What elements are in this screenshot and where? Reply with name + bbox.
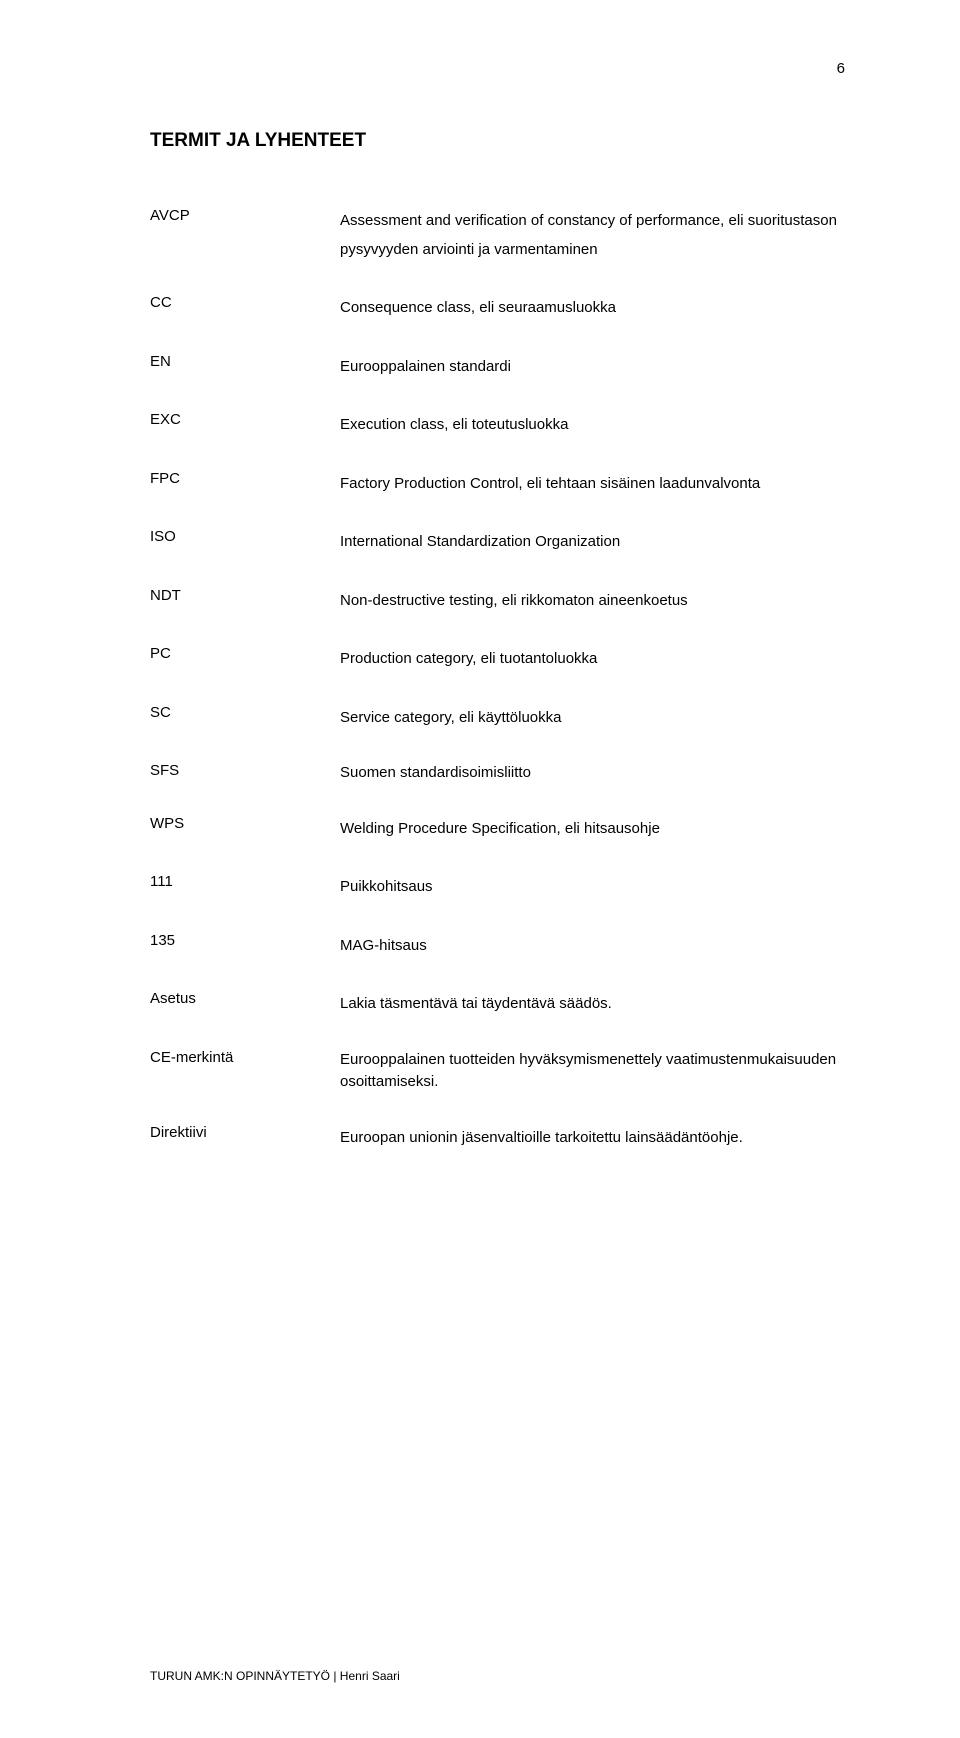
term-abbreviation: CC [150, 294, 340, 353]
term-abbreviation: EXC [150, 411, 340, 470]
term-definition: Production category, eli tuotantoluokka [340, 645, 840, 704]
term-row: EXCExecution class, eli toteutusluokka [150, 411, 840, 470]
term-definition: Eurooppalainen standardi [340, 353, 840, 412]
term-abbreviation: CE-merkintä [150, 1049, 340, 1124]
term-row: PCProduction category, eli tuotantoluokk… [150, 645, 840, 704]
term-row: CCConsequence class, eli seuraamusluokka [150, 294, 840, 353]
term-abbreviation: SC [150, 704, 340, 763]
term-definition: International Standardization Organizati… [340, 528, 840, 587]
term-abbreviation: AVCP [150, 207, 340, 294]
term-abbreviation: Asetus [150, 990, 340, 1049]
term-definition: Puikkohitsaus [340, 873, 840, 932]
term-row: CE-merkintäEurooppalainen tuotteiden hyv… [150, 1049, 840, 1124]
term-definition: Service category, eli käyttöluokka [340, 704, 840, 763]
term-abbreviation: Direktiivi [150, 1124, 340, 1183]
term-row: WPSWelding Procedure Specification, eli … [150, 815, 840, 874]
term-definition: Welding Procedure Specification, eli hit… [340, 815, 840, 874]
term-abbreviation: WPS [150, 815, 340, 874]
term-row: SCService category, eli käyttöluokka [150, 704, 840, 763]
term-row: AsetusLakia täsmentävä tai täydentävä sä… [150, 990, 840, 1049]
term-row: 111Puikkohitsaus [150, 873, 840, 932]
footer-text: TURUN AMK:N OPINNÄYTETYÖ | Henri Saari [150, 1669, 400, 1683]
term-row: FPCFactory Production Control, eli tehta… [150, 470, 840, 529]
term-definition: Euroopan unionin jäsenvaltioille tarkoit… [340, 1124, 840, 1183]
term-definition: Lakia täsmentävä tai täydentävä säädös. [340, 990, 840, 1049]
page-number: 6 [837, 60, 845, 77]
term-abbreviation: ISO [150, 528, 340, 587]
term-abbreviation: SFS [150, 762, 340, 815]
page-title: TERMIT JA LYHENTEET [150, 130, 840, 152]
term-abbreviation: EN [150, 353, 340, 412]
term-definition: Non-destructive testing, eli rikkomaton … [340, 587, 840, 646]
term-definition: Eurooppalainen tuotteiden hyväksymismene… [340, 1049, 840, 1124]
term-definition: Consequence class, eli seuraamusluokka [340, 294, 840, 353]
term-definition: MAG-hitsaus [340, 932, 840, 991]
term-row: SFSSuomen standardisoimisliitto [150, 762, 840, 815]
term-row: AVCPAssessment and verification of const… [150, 207, 840, 294]
term-row: ISOInternational Standardization Organiz… [150, 528, 840, 587]
term-definition: Assessment and verification of constancy… [340, 207, 840, 294]
term-row: ENEurooppalainen standardi [150, 353, 840, 412]
term-row: DirektiiviEuroopan unionin jäsenvaltioil… [150, 1124, 840, 1183]
term-abbreviation: FPC [150, 470, 340, 529]
term-abbreviation: 111 [150, 873, 340, 932]
terms-table: AVCPAssessment and verification of const… [150, 207, 840, 1182]
term-abbreviation: 135 [150, 932, 340, 991]
term-abbreviation: PC [150, 645, 340, 704]
term-definition: Factory Production Control, eli tehtaan … [340, 470, 840, 529]
term-abbreviation: NDT [150, 587, 340, 646]
term-row: NDTNon-destructive testing, eli rikkomat… [150, 587, 840, 646]
term-row: 135MAG-hitsaus [150, 932, 840, 991]
term-definition: Execution class, eli toteutusluokka [340, 411, 840, 470]
term-definition: Suomen standardisoimisliitto [340, 762, 840, 815]
